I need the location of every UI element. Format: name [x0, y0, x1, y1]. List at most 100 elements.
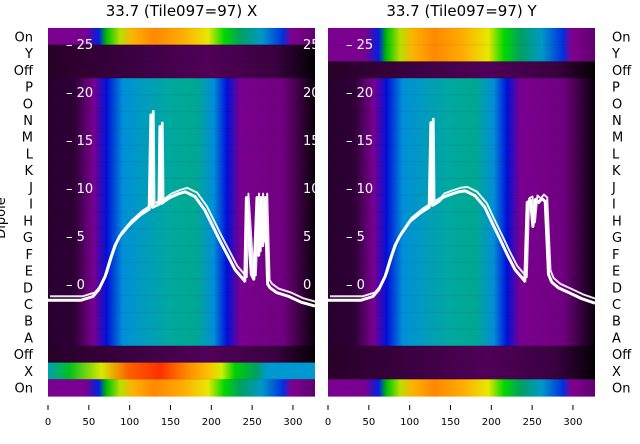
heatmap-row — [48, 128, 315, 146]
heatmap-row — [48, 28, 315, 46]
row-label: Off — [14, 64, 34, 79]
heatmap-row — [48, 228, 315, 247]
row-label: A — [612, 331, 621, 346]
row-label: On — [612, 30, 630, 45]
xtick-label: 250 — [243, 417, 262, 428]
heatmap-row — [328, 345, 595, 364]
overlay-ytick-label: – 25 — [346, 38, 373, 53]
row-label: C — [612, 298, 621, 313]
heatmap-row — [48, 245, 315, 263]
row-label: M — [22, 131, 33, 146]
heatmap-row — [48, 262, 315, 280]
row-label: N — [23, 114, 33, 129]
heatmap-row — [328, 245, 595, 263]
row-label: G — [612, 231, 622, 246]
heatmap-row — [328, 61, 595, 79]
heatmap-row — [328, 228, 595, 247]
overlay-ytick-label: – 0 — [346, 278, 365, 293]
xtick-label: 150 — [161, 417, 180, 428]
xtick-label: 100 — [400, 417, 419, 428]
row-label: L — [612, 147, 620, 162]
row-label: N — [612, 114, 622, 129]
row-label: F — [612, 248, 619, 263]
heatmap-row — [48, 212, 315, 230]
heatmap-row — [48, 44, 315, 63]
xtick-label: 0 — [325, 417, 331, 428]
row-label: D — [612, 281, 622, 296]
y-axis-label: Dipole — [0, 197, 9, 238]
row-label: P — [25, 81, 33, 96]
xtick-label: 200 — [482, 417, 501, 428]
row-label: Off — [612, 64, 632, 79]
row-label: Off — [612, 348, 632, 363]
row-label: B — [612, 315, 621, 330]
row-label: K — [24, 164, 33, 179]
overlay-ytick-label: – 10 — [346, 182, 373, 197]
panel-x: 33.7 (Tile097=97) X – 0 – 5 – 10 – 15 – 20 – 2… — [14, 2, 318, 428]
row-label: C — [24, 298, 33, 313]
row-label: J — [28, 181, 33, 196]
row-label: I — [29, 198, 33, 213]
xtick-label: 150 — [441, 417, 460, 428]
row-label: A — [24, 331, 33, 346]
heatmap-row — [328, 161, 595, 180]
heatmap-row — [48, 178, 315, 196]
xtick-label: 300 — [563, 417, 582, 428]
heatmap-row — [328, 212, 595, 230]
xtick-label: 50 — [362, 417, 375, 428]
xtick-label: 50 — [82, 417, 95, 428]
trace-line — [330, 117, 598, 301]
heatmap-row — [48, 161, 315, 180]
row-label: H — [612, 214, 622, 229]
row-label: On — [15, 382, 33, 397]
heatmap-row — [328, 329, 595, 347]
overlay-ytick-label: – 15 — [66, 134, 93, 149]
row-label: Y — [611, 47, 620, 62]
heatmap-row — [328, 94, 595, 113]
heatmap-row — [328, 362, 595, 380]
heatmap-row — [328, 312, 595, 330]
row-label: G — [23, 231, 33, 246]
xtick-label: 200 — [202, 417, 221, 428]
heatmap-row — [48, 111, 315, 129]
row-label: P — [612, 81, 620, 96]
row-label: X — [24, 365, 33, 380]
overlay-ytick-label: – 0 — [66, 278, 85, 293]
overlay-ytick-label: – 5 — [66, 230, 85, 245]
row-label: X — [612, 365, 621, 380]
row-label: E — [25, 265, 33, 280]
panel-title: 33.7 (Tile097=97) Y — [386, 2, 537, 20]
xtick-label: 300 — [283, 417, 302, 428]
row-label: H — [23, 214, 33, 229]
overlay-ytick-label: – 10 — [66, 182, 93, 197]
heatmap-row — [48, 195, 315, 213]
row-label: On — [612, 382, 630, 397]
row-label: Y — [24, 47, 33, 62]
heatmap-row — [48, 78, 315, 96]
heatmap-row — [328, 128, 595, 146]
overlay-ytick-label: – 15 — [346, 134, 373, 149]
heatmap-row — [328, 145, 595, 163]
row-label: M — [612, 131, 623, 146]
row-label: O — [23, 97, 33, 112]
heatmap-row — [328, 28, 595, 46]
row-label: O — [612, 97, 622, 112]
overlay-ytick-label: – 20 — [346, 86, 373, 101]
heatmap-row — [48, 61, 315, 79]
xtick-label: 0 — [45, 417, 51, 428]
heatmap-row — [328, 278, 595, 297]
overlay-ytick-label: 5 — [303, 230, 311, 245]
heatmap-row — [328, 78, 595, 96]
xtick-label: 100 — [120, 417, 139, 428]
overlay-ytick-label: – 20 — [66, 86, 93, 101]
row-label: Off — [14, 348, 34, 363]
row-label: L — [26, 147, 34, 162]
heatmap-row — [328, 262, 595, 280]
row-label: E — [612, 265, 620, 280]
heatmap-row — [48, 278, 315, 297]
heatmap-row — [328, 295, 595, 313]
heatmap-row — [48, 312, 315, 330]
row-label: On — [15, 30, 33, 45]
trace-line — [50, 110, 318, 304]
heatmap-row — [48, 329, 315, 347]
